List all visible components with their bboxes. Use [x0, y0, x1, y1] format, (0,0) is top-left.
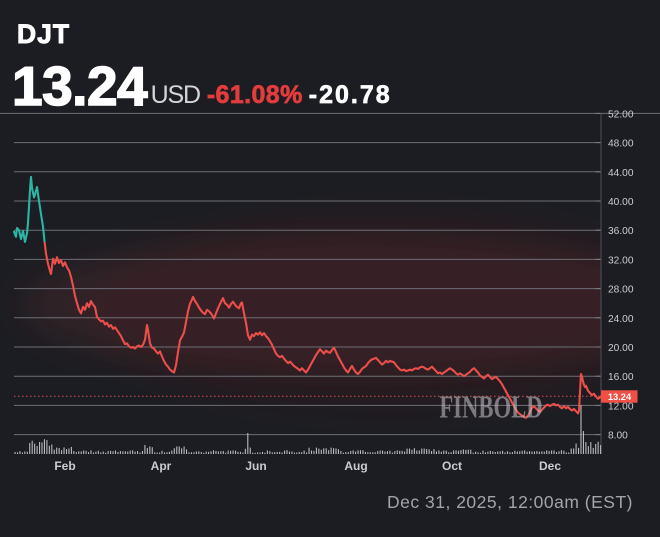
svg-text:12.00: 12.00: [608, 401, 634, 412]
svg-text:44.00: 44.00: [608, 168, 634, 179]
svg-text:28.00: 28.00: [608, 285, 634, 296]
svg-text:Dec: Dec: [539, 459, 561, 473]
svg-text:20.00: 20.00: [608, 343, 634, 354]
svg-text:Aug: Aug: [344, 459, 367, 473]
svg-text:13.24: 13.24: [608, 392, 632, 402]
svg-text:48.00: 48.00: [608, 139, 634, 150]
svg-text:FINBOLD: FINBOLD: [439, 390, 542, 424]
svg-text:32.00: 32.00: [608, 255, 634, 266]
svg-text:24.00: 24.00: [608, 314, 634, 325]
svg-text:Jun: Jun: [245, 459, 266, 473]
svg-text:52.00: 52.00: [608, 109, 634, 120]
svg-text:Feb: Feb: [54, 459, 75, 473]
svg-text:Apr: Apr: [151, 459, 172, 473]
svg-text:8.00: 8.00: [608, 431, 628, 442]
svg-text:16.00: 16.00: [608, 372, 634, 383]
svg-text:Oct: Oct: [442, 459, 462, 473]
svg-text:40.00: 40.00: [608, 197, 634, 208]
svg-text:36.00: 36.00: [608, 226, 634, 237]
